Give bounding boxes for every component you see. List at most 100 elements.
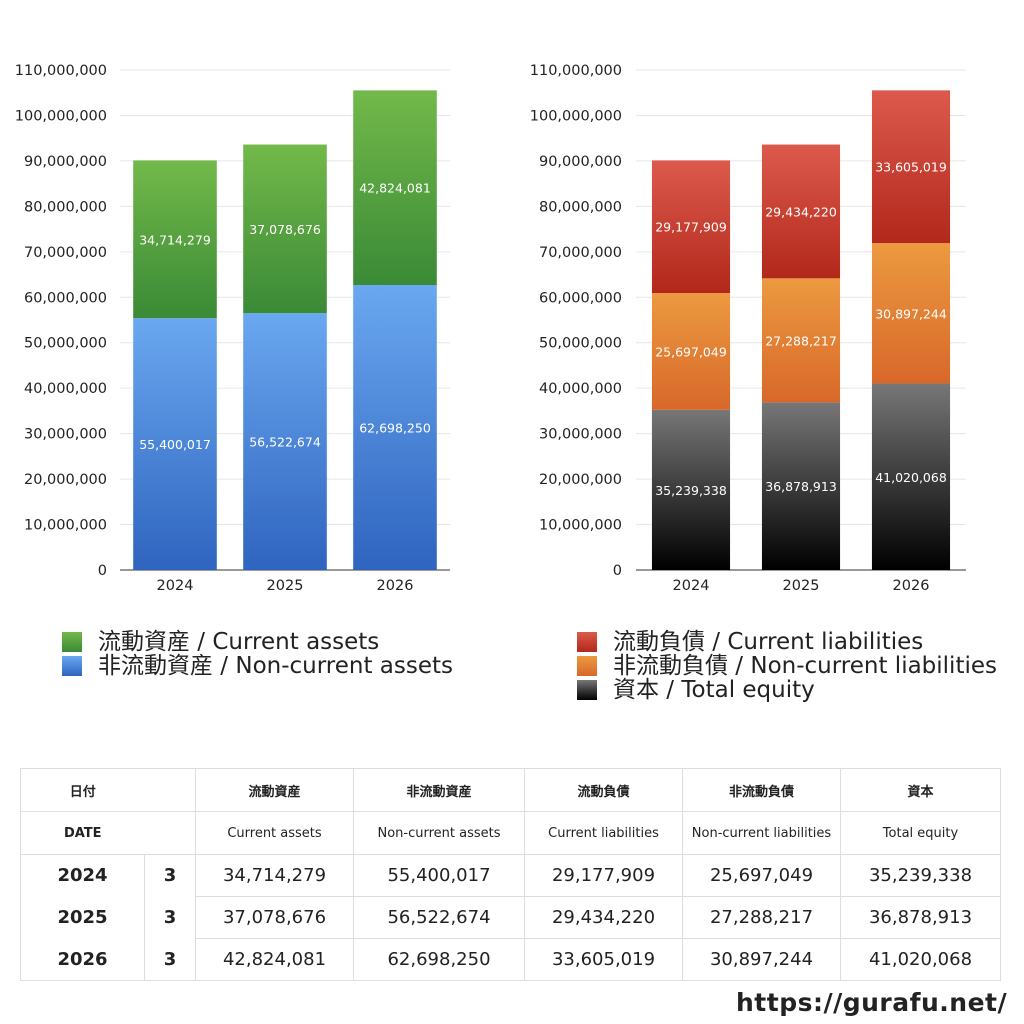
bar-segment bbox=[353, 90, 437, 286]
bar-segment bbox=[761, 278, 841, 403]
y-tick-label: 60,000,000 bbox=[539, 290, 622, 306]
y-tick-label: 30,000,000 bbox=[24, 427, 107, 443]
y-tick-label: 90,000,000 bbox=[539, 154, 622, 170]
bar-value-label: 25,697,049 bbox=[655, 344, 727, 359]
liabilities-equity-chart: 0 10,000,000 20,000,000 30,000,000 40,000,00… bbox=[530, 63, 966, 594]
legend-item-current-liabilities: 流動負債 / Current liabilities bbox=[577, 630, 997, 654]
bar-value-label: 35,239,338 bbox=[655, 483, 727, 498]
y-tick-label: 80,000,000 bbox=[24, 199, 107, 215]
cell-current-liabilities: 29,177,909 bbox=[524, 854, 683, 897]
assets-chart: 0 10,000,000 20,000,000 30,000,000 40,000,00… bbox=[15, 63, 450, 594]
row-count: 3 bbox=[144, 896, 196, 939]
assets-legend: 流動資産 / Current assets 非流動資産 / Non-curren… bbox=[62, 630, 453, 678]
y-tick-label: 100,000,000 bbox=[530, 108, 622, 124]
header-current-assets-jp: 流動資産 bbox=[195, 768, 354, 812]
table-row: 2025 3 37,078,676 56,522,674 29,434,220 … bbox=[20, 896, 1001, 939]
y-tick-label: 50,000,000 bbox=[539, 336, 622, 352]
liabilities-legend: 流動負債 / Current liabilities 非流動負債 / Non-c… bbox=[577, 630, 997, 702]
legend-label-current-liabilities: 流動負債 / Current liabilities bbox=[613, 629, 924, 655]
row-year: 2025 bbox=[20, 896, 145, 939]
table-header-row-jp: 日付 流動資産 非流動資産 流動負債 非流動負債 資本 bbox=[20, 768, 1001, 812]
header-total-equity-jp: 資本 bbox=[840, 768, 1001, 812]
cell-current-liabilities: 29,434,220 bbox=[524, 896, 683, 939]
y-tick-label: 90,000,000 bbox=[24, 154, 107, 170]
legend-label-non-current-assets: 非流動資産 / Non-current assets bbox=[98, 653, 454, 679]
bar-value-label: 62,698,250 bbox=[359, 421, 431, 436]
y-tick-label: 10,000,000 bbox=[539, 518, 622, 534]
bar-value-label: 56,522,674 bbox=[249, 435, 321, 450]
x-tick-label: 2024 bbox=[673, 578, 710, 594]
bar-segment bbox=[353, 285, 437, 570]
bar-segment bbox=[651, 160, 731, 294]
y-tick-label: 0 bbox=[98, 563, 107, 579]
x-tick-label: 2024 bbox=[157, 578, 194, 594]
cell-non-current-assets: 56,522,674 bbox=[353, 896, 525, 939]
bar-segment bbox=[133, 160, 217, 319]
y-tick-label: 110,000,000 bbox=[530, 63, 622, 79]
y-tick-label: 40,000,000 bbox=[539, 381, 622, 397]
legend-swatch-current-liabilities bbox=[577, 632, 597, 652]
y-tick-label: 50,000,000 bbox=[24, 336, 107, 352]
y-tick-label: 10,000,000 bbox=[24, 518, 107, 534]
bar-value-label: 34,714,279 bbox=[139, 232, 211, 247]
balance-sheet-table: 日付 流動資産 非流動資産 流動負債 非流動負債 資本 DATE Current… bbox=[20, 768, 1001, 981]
y-tick-label: 110,000,000 bbox=[15, 63, 107, 79]
legend-swatch-non-current-liabilities bbox=[577, 656, 597, 676]
header-non-current-liabilities-en: Non-current liabilities bbox=[682, 811, 841, 855]
legend-item-non-current-assets: 非流動資産 / Non-current assets bbox=[62, 654, 453, 678]
header-non-current-assets-jp: 非流動資産 bbox=[353, 768, 525, 812]
bar-value-label: 36,878,913 bbox=[765, 479, 837, 494]
header-current-liabilities-en: Current liabilities bbox=[524, 811, 683, 855]
y-tick-label: 80,000,000 bbox=[539, 199, 622, 215]
y-tick-label: 70,000,000 bbox=[539, 245, 622, 261]
table-row: 2026 3 42,824,081 62,698,250 33,605,019 … bbox=[20, 938, 1001, 981]
header-gap-en bbox=[144, 811, 196, 855]
header-non-current-liabilities-jp: 非流動負債 bbox=[682, 768, 841, 812]
y-tick-label: 20,000,000 bbox=[539, 472, 622, 488]
bar-value-label: 33,605,019 bbox=[875, 160, 947, 175]
bar-segment bbox=[761, 144, 841, 279]
header-gap bbox=[144, 768, 196, 812]
cell-total-equity: 36,878,913 bbox=[840, 896, 1001, 939]
source-url[interactable]: https://gurafu.net/ bbox=[736, 988, 1008, 1017]
cell-non-current-assets: 55,400,017 bbox=[353, 854, 525, 897]
bar-segment bbox=[871, 243, 951, 384]
bar-value-label: 42,824,081 bbox=[359, 181, 431, 196]
header-current-liabilities-jp: 流動負債 bbox=[524, 768, 683, 812]
y-tick-label: 20,000,000 bbox=[24, 472, 107, 488]
legend-item-current-assets: 流動資産 / Current assets bbox=[62, 630, 453, 654]
legend-swatch-non-current-assets bbox=[62, 656, 82, 676]
legend-item-non-current-liabilities: 非流動負債 / Non-current liabilities bbox=[577, 654, 997, 678]
bar-value-label: 37,078,676 bbox=[249, 222, 321, 237]
cell-current-assets: 42,824,081 bbox=[195, 938, 354, 981]
table-header-row-en: DATE Current assets Non-current assets C… bbox=[20, 811, 1001, 855]
bar-segment bbox=[243, 313, 327, 570]
legend-swatch-current-assets bbox=[62, 632, 82, 652]
legend-label-current-assets: 流動資産 / Current assets bbox=[98, 629, 380, 655]
bar-value-label: 29,434,220 bbox=[765, 204, 837, 219]
x-tick-label: 2025 bbox=[783, 578, 820, 594]
y-tick-label: 60,000,000 bbox=[24, 290, 107, 306]
y-tick-label: 30,000,000 bbox=[539, 427, 622, 443]
y-tick-label: 40,000,000 bbox=[24, 381, 107, 397]
bar-segment bbox=[133, 318, 217, 570]
row-year: 2026 bbox=[20, 938, 145, 981]
bar-segment bbox=[761, 402, 841, 570]
row-count: 3 bbox=[144, 854, 196, 897]
cell-current-assets: 37,078,676 bbox=[195, 896, 354, 939]
x-tick-label: 2026 bbox=[377, 578, 414, 594]
header-total-equity-en: Total equity bbox=[840, 811, 1001, 855]
cell-total-equity: 41,020,068 bbox=[840, 938, 1001, 981]
cell-non-current-assets: 62,698,250 bbox=[353, 938, 525, 981]
bar-segment bbox=[871, 90, 951, 244]
y-tick-label: 0 bbox=[613, 563, 622, 579]
y-tick-label: 70,000,000 bbox=[24, 245, 107, 261]
cell-current-assets: 34,714,279 bbox=[195, 854, 354, 897]
legend-item-total-equity: 資本 / Total equity bbox=[577, 678, 997, 702]
bar-segment bbox=[871, 383, 951, 570]
row-year: 2024 bbox=[20, 854, 145, 897]
bar-value-label: 55,400,017 bbox=[139, 437, 211, 452]
header-date-jp: 日付 bbox=[20, 768, 145, 812]
x-tick-label: 2025 bbox=[267, 578, 304, 594]
legend-swatch-total-equity bbox=[577, 680, 597, 700]
